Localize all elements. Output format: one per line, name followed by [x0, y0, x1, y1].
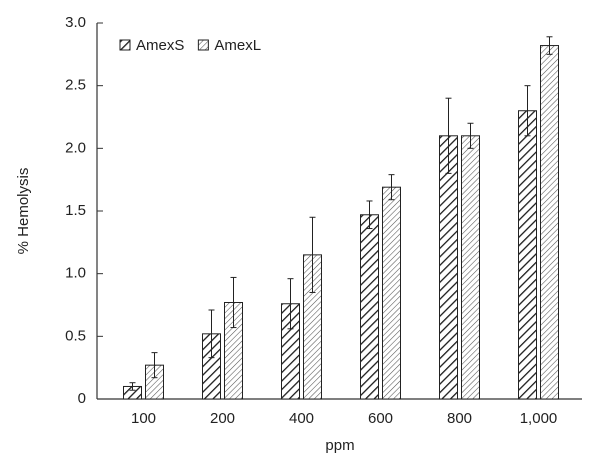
error-bar [151, 352, 158, 379]
x-tick-label: 800 [447, 410, 472, 427]
x-axis-label: ppm [325, 437, 354, 454]
error-bar [208, 309, 215, 359]
error-bar [524, 85, 531, 137]
x-tick-label: 400 [289, 410, 314, 427]
y-axis-label: % Hemolysis [15, 168, 32, 255]
bar [518, 110, 537, 400]
error-bar [366, 200, 373, 230]
x-tick-label: 1,000 [520, 410, 558, 427]
error-bar [546, 36, 553, 55]
error-bar [467, 122, 474, 149]
bar [540, 45, 559, 400]
error-bar [287, 278, 294, 330]
y-tick-label: 2.5 [65, 77, 86, 94]
x-tick-label: 600 [368, 410, 393, 427]
error-bar [230, 276, 237, 329]
y-tick-label: 1.5 [65, 202, 86, 219]
y-tick-label: 3.0 [65, 14, 86, 31]
error-bar [129, 382, 136, 391]
y-tick-label: 0.5 [65, 327, 86, 344]
error-bar [309, 216, 316, 293]
bar [439, 135, 458, 400]
legend-swatch [119, 39, 131, 51]
y-tick-label: 0 [78, 390, 86, 407]
y-tick-label: 2.0 [65, 139, 86, 156]
y-tick-label: 1.0 [65, 265, 86, 282]
bar [461, 135, 480, 400]
legend-label: AmexS [136, 37, 184, 54]
legend-label: AmexL [214, 37, 261, 54]
x-tick-label: 100 [131, 410, 156, 427]
x-tick-label: 200 [210, 410, 235, 427]
bar [360, 214, 379, 400]
bar [382, 186, 401, 400]
legend-swatch [197, 39, 209, 51]
error-bar [388, 174, 395, 201]
error-bar [445, 97, 452, 174]
